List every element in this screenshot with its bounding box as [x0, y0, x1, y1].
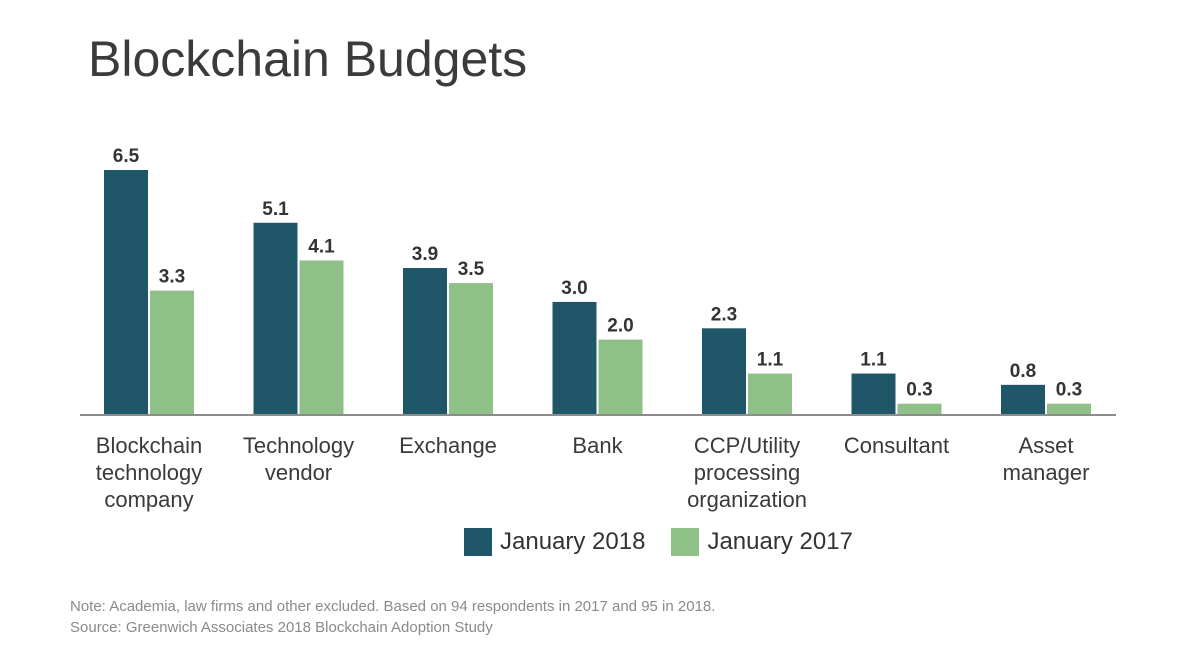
category-label-0: Blockchain technology company: [96, 433, 202, 512]
data-label-2018-3: 3.0: [561, 278, 587, 299]
bar-2017-6: [1047, 403, 1091, 415]
bar-2018-4: [702, 328, 746, 415]
bar-2018-6: [1001, 384, 1045, 415]
category-label-5: Consultant: [844, 433, 949, 458]
category-label-1: Technology vendor: [243, 433, 354, 485]
data-label-2018-6: 0.8: [1010, 361, 1036, 382]
legend-item-2018: January 2018: [464, 528, 645, 556]
bar-2017-1: [299, 260, 344, 415]
category-label-4: CCP/Utility processing organization: [687, 433, 807, 512]
bar-2018-1: [253, 222, 298, 415]
data-label-2018-5: 1.1: [860, 350, 887, 371]
legend-item-2017: January 2017: [671, 528, 853, 556]
category-label-2: Exchange: [399, 433, 497, 458]
data-label-2017-2: 3.5: [458, 259, 485, 280]
data-label-2017-4: 1.1: [757, 350, 784, 371]
data-label-2017-5: 0.3: [906, 380, 932, 401]
data-label-2017-6: 0.3: [1056, 380, 1082, 401]
data-label-2018-4: 2.3: [711, 304, 737, 325]
legend-label-2017: January 2017: [707, 528, 853, 555]
bar-2018-0: [104, 170, 148, 415]
data-label-2017-0: 3.3: [159, 267, 185, 288]
bar-2017-5: [897, 403, 942, 415]
data-label-2018-1: 5.1: [262, 199, 289, 220]
bar-2017-4: [748, 373, 792, 415]
bar-2018-2: [403, 268, 447, 415]
data-label-2017-3: 2.0: [607, 316, 633, 337]
bar-2017-3: [598, 339, 643, 415]
chart-legend: January 2018 January 2017: [464, 528, 879, 556]
legend-swatch-2017: [671, 528, 700, 556]
legend-swatch-2018: [464, 528, 492, 556]
page-title: Blockchain Budgets: [88, 31, 528, 87]
footnote-source: Source: Greenwich Associates 2018 Blockc…: [70, 619, 493, 636]
data-label-2018-0: 6.5: [113, 146, 140, 167]
data-label-2017-1: 4.1: [308, 236, 335, 257]
bar-2017-2: [449, 283, 493, 415]
footnote-note: Note: Academia, law firms and other excl…: [70, 598, 716, 615]
bar-2017-0: [150, 290, 194, 415]
legend-label-2018: January 2018: [500, 528, 646, 555]
bar-2018-3: [552, 301, 597, 415]
category-label-6: Asset manager: [1003, 433, 1090, 485]
category-label-3: Bank: [572, 433, 623, 458]
data-label-2018-2: 3.9: [412, 244, 438, 265]
bar-2018-5: [851, 373, 896, 415]
